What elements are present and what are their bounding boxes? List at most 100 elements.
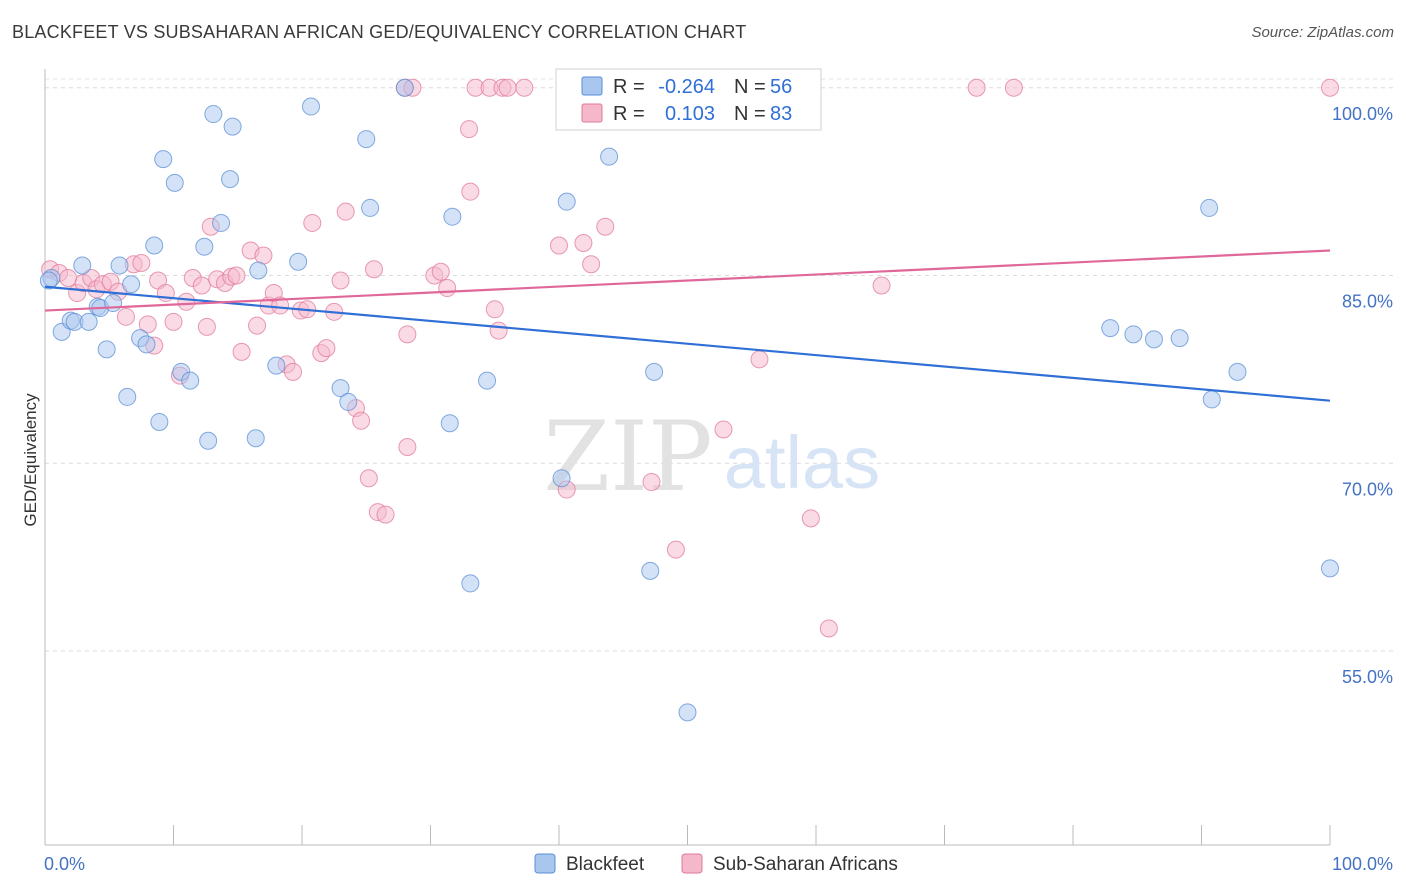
legend-swatch-blackfeet xyxy=(581,76,603,96)
legend-n-value-0: 56 xyxy=(770,76,792,98)
blackfeet-point-26 xyxy=(223,117,242,136)
axes xyxy=(44,69,1331,846)
blackfeet-point-25 xyxy=(221,170,240,189)
blackfeet-point-35 xyxy=(361,198,380,217)
blackfeet-point-10 xyxy=(110,256,129,275)
blackfeet-point-43 xyxy=(600,147,619,166)
blackfeet-point-53 xyxy=(1228,362,1247,381)
blackfeet-point-18 xyxy=(165,173,184,192)
x-tick-label-1: 100.0% xyxy=(1332,854,1393,874)
subsaharan-point-65 xyxy=(498,78,517,97)
subsaharan-point-78 xyxy=(872,276,891,295)
subsaharan-point-69 xyxy=(574,233,593,252)
subsaharan-point-62 xyxy=(485,300,504,319)
legend-n-value-1: 83 xyxy=(770,103,792,125)
y-tick-label-0: 100.0% xyxy=(1332,104,1393,124)
blackfeet-point-31 xyxy=(301,97,320,116)
subsaharan-point-56 xyxy=(431,262,450,281)
subsaharan-point-36 xyxy=(284,362,303,381)
subsaharan-point-21 xyxy=(192,276,211,295)
blackfeet-trend-line xyxy=(44,285,1331,402)
y-tick-label-1: 85.0% xyxy=(1342,292,1393,312)
blackfeet-point-55 xyxy=(39,271,58,290)
x-tick-label-0: 0.0% xyxy=(44,854,85,874)
subsaharan-point-71 xyxy=(596,217,615,236)
subsaharan-point-12 xyxy=(132,254,151,272)
blackfeet-point-38 xyxy=(440,414,459,433)
legend-r-value-1: 0.103 xyxy=(665,103,715,125)
subsaharan-point-19 xyxy=(177,292,196,311)
blackfeet-point-40 xyxy=(478,371,497,390)
subsaharan-point-46 xyxy=(352,411,371,430)
subsaharan-point-48 xyxy=(364,260,383,279)
legend-box: R = -0.264 N = 56 R = 0.103 N = 83 xyxy=(555,68,822,131)
subsaharan-point-79 xyxy=(967,78,986,97)
subsaharan-point-57 xyxy=(438,279,457,298)
blackfeet-point-14 xyxy=(137,335,156,354)
blackfeet-point-24 xyxy=(212,213,231,232)
subsaharan-point-70 xyxy=(582,255,601,274)
y-tick-label-2: 70.0% xyxy=(1342,479,1393,499)
y-tick-label-3: 55.0% xyxy=(1342,667,1393,687)
blackfeet-point-45 xyxy=(645,362,664,381)
subsaharan-point-44 xyxy=(336,202,355,221)
blackfeet-point-47 xyxy=(1101,319,1120,338)
subsaharan-point-63 xyxy=(489,321,508,340)
legend-r-label-1: R = xyxy=(613,103,645,125)
subsaharan-point-13 xyxy=(138,315,157,334)
blackfeet-point-51 xyxy=(1200,198,1219,217)
y-axis-title: GED/Equivalency xyxy=(21,393,40,527)
blackfeet-point-15 xyxy=(145,236,164,255)
source-label: Source: ZipAtlas.com xyxy=(1251,24,1394,41)
blackfeet-point-39 xyxy=(461,574,480,593)
blackfeet-point-29 xyxy=(267,356,286,375)
blackfeet-point-8 xyxy=(97,340,116,359)
subsaharan-point-41 xyxy=(317,339,336,358)
blackfeet-point-37 xyxy=(443,207,462,226)
blackfeet-point-12 xyxy=(122,275,141,294)
subsaharan-point-67 xyxy=(550,236,568,255)
blackfeet-point-34 xyxy=(357,130,376,149)
legend-swatch-subsaharan xyxy=(581,103,603,123)
bottom-legend-label-subsaharan: Sub-Saharan Africans xyxy=(713,854,898,875)
subsaharan-point-66 xyxy=(515,78,534,97)
scatter-points xyxy=(39,78,1339,722)
subsaharan-point-76 xyxy=(801,509,820,528)
subsaharan-point-59 xyxy=(461,182,480,201)
subsaharan-point-75 xyxy=(750,350,769,369)
blackfeet-point-5 xyxy=(79,312,98,331)
subsaharan-point-17 xyxy=(164,312,183,331)
blackfeet-point-36 xyxy=(395,78,414,97)
blackfeet-point-9 xyxy=(104,294,123,313)
legend-n-label-1: N = xyxy=(734,103,766,125)
blackfeet-point-11 xyxy=(118,387,137,406)
subsaharan-point-43 xyxy=(331,271,350,290)
legend-n-label-0: N = xyxy=(734,76,766,98)
subsaharan-point-47 xyxy=(359,469,378,488)
subsaharan-point-50 xyxy=(376,505,395,524)
blackfeet-point-42 xyxy=(557,192,576,211)
grid-lines xyxy=(45,78,1393,652)
subsaharan-point-34 xyxy=(271,296,290,315)
blackfeet-point-46 xyxy=(678,703,697,722)
watermark-atlas: atlas xyxy=(724,421,880,504)
blackfeet-point-32 xyxy=(331,379,350,398)
trend-lines xyxy=(44,249,1331,402)
blackfeet-point-50 xyxy=(1170,329,1189,348)
subsaharan-point-73 xyxy=(666,540,685,559)
blackfeet-point-48 xyxy=(1124,325,1143,344)
subsaharan-point-28 xyxy=(232,342,251,361)
subsaharan-point-39 xyxy=(303,213,322,232)
blackfeet-point-44 xyxy=(641,561,660,580)
blackfeet-point-17 xyxy=(154,150,173,169)
blackfeet-point-4 xyxy=(73,256,92,275)
bottom-legend-swatch-subsaharan xyxy=(681,853,703,874)
blackfeet-point-30 xyxy=(289,252,308,271)
subsaharan-point-77 xyxy=(819,619,838,638)
legend-r-value-0: -0.264 xyxy=(658,76,715,98)
blackfeet-point-21 xyxy=(195,237,214,256)
subsaharan-point-30 xyxy=(248,316,267,335)
x-tick-labels: 0.0% 100.0% xyxy=(44,854,1393,874)
subsaharan-point-53 xyxy=(398,437,417,456)
blackfeet-point-28 xyxy=(249,261,268,280)
